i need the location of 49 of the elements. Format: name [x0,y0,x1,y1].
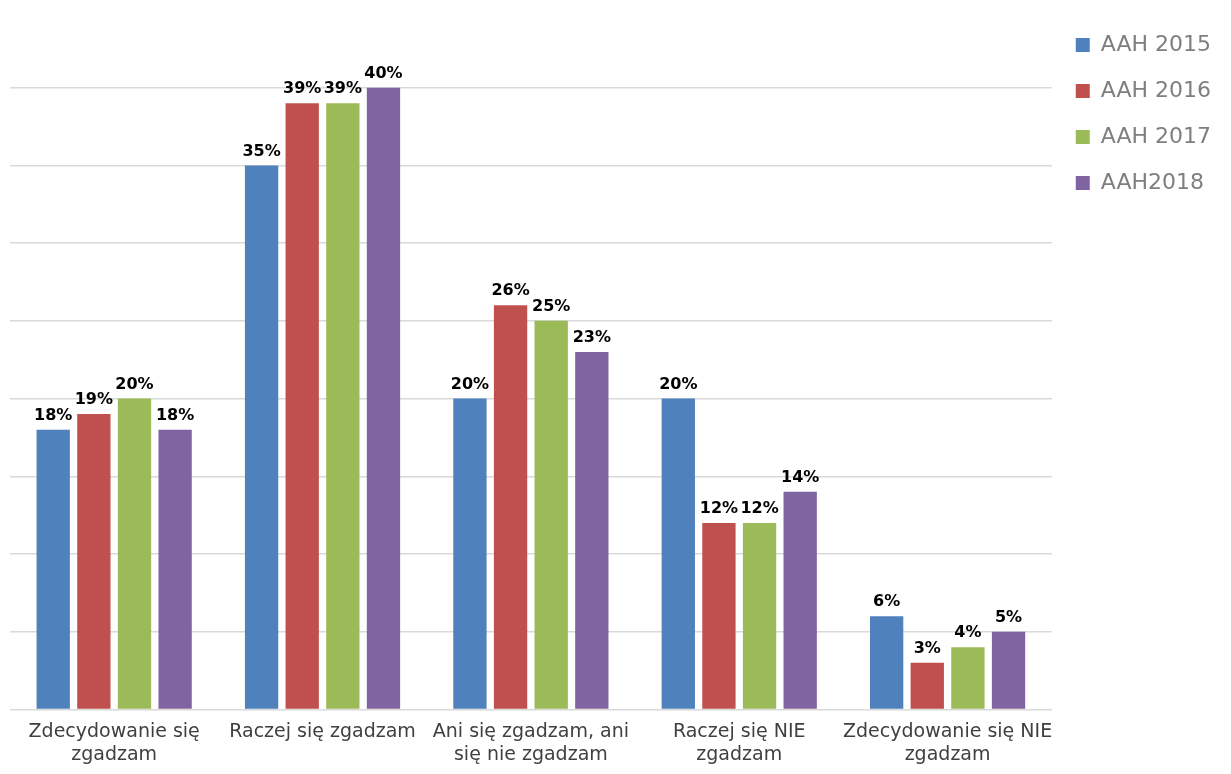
x-tick-label: Zdecydowanie się NIE zgadzam [843,718,1053,764]
data-label: 40% [364,62,403,82]
bar [117,398,152,709]
bar [453,398,487,709]
bar [702,522,736,709]
bar [991,631,1026,709]
data-label: 19% [74,389,114,409]
data-label: 39% [283,78,322,98]
data-label: 5% [994,606,1023,626]
bar [661,398,695,709]
bar [742,522,777,709]
bar [869,616,904,709]
data-label: 14% [781,466,820,486]
data-label: 12% [740,498,779,518]
data-label: 6% [873,591,901,611]
bar [910,662,944,709]
data-label: 12% [699,498,739,518]
x-tick-label: Zdecydowanie się zgadzam [28,718,200,764]
x-tick-label: Raczej się NIE zgadzam [672,718,806,764]
data-label: 25% [532,296,571,315]
data-label: 18% [155,404,195,424]
legend-label: AAH 2017 [1100,122,1212,148]
data-label: 20% [450,373,490,393]
legend-label: AAH 2015 [1100,30,1212,56]
data-label: 23% [572,327,611,347]
bar [783,491,817,709]
data-label: 4% [954,622,982,642]
data-label: 18% [34,404,73,424]
bar [493,305,528,709]
data-label: 20% [659,373,698,393]
data-label: 20% [115,373,154,393]
data-label: 39% [323,78,362,98]
x-tick-label: Ani się zgadzam, ani się nie zgadzam [432,718,629,764]
bar [951,647,985,709]
data-label: 3% [913,637,941,657]
bar [77,414,111,709]
bar [366,87,401,709]
bar [575,351,609,709]
legend-label: AAH2018 [1100,168,1205,194]
bar [244,165,279,709]
bar [326,103,360,709]
data-label: 35% [242,140,281,160]
bar [158,429,192,709]
legend-label: AAH 2016 [1100,76,1212,102]
bar [285,103,319,709]
bar [534,320,568,709]
bar [36,429,70,709]
x-tick-label: Raczej się zgadzam [229,718,416,741]
data-label: 26% [491,280,530,300]
